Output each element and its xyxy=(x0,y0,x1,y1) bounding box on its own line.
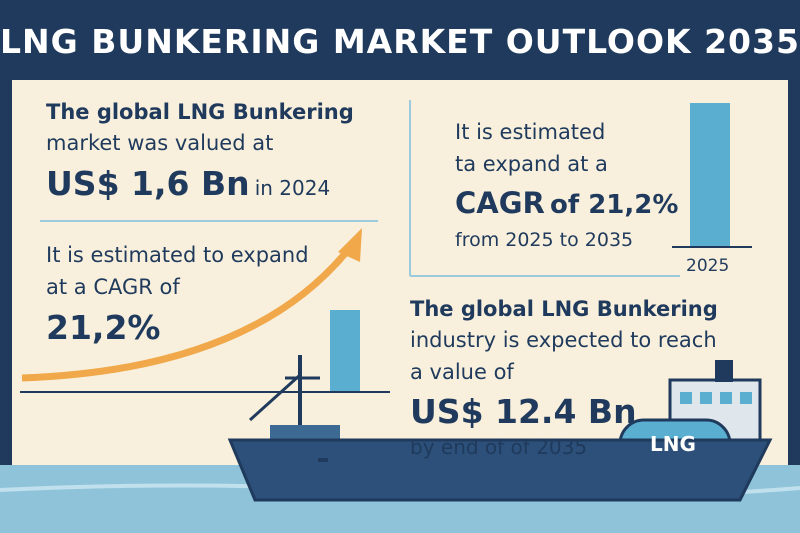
text: in 2024 xyxy=(254,176,331,200)
text: by end of of 2035 xyxy=(410,435,588,459)
value: 21,2% xyxy=(46,308,161,347)
text: ta expand at a xyxy=(455,152,608,176)
text: The global LNG Bunkering xyxy=(46,100,354,124)
value: CAGR xyxy=(455,186,545,220)
tank-label: LNG xyxy=(650,432,696,456)
title: LNG BUNKERING MARKET OUTLOOK 2035 xyxy=(0,22,800,61)
ship xyxy=(227,355,773,502)
arrow-head xyxy=(338,228,362,262)
text: The global LNG Bunkering xyxy=(410,297,718,321)
text: It is estimated to expand xyxy=(46,243,309,267)
bar xyxy=(330,310,360,392)
text: a value of xyxy=(410,360,514,384)
value: US$ 1,6 Bn xyxy=(46,164,250,203)
text: industry is expected to reach xyxy=(410,328,717,352)
bar-label: 2025 xyxy=(686,256,730,276)
trend-arrow xyxy=(21,247,351,382)
text: from 2025 to 2035 xyxy=(455,229,634,251)
bar xyxy=(690,103,730,247)
text: CAGR of 21,2% xyxy=(455,186,678,220)
value: US$ 12.4 Bn xyxy=(410,392,637,431)
text: at a CAGR of xyxy=(46,275,180,299)
text: It is estimated xyxy=(455,120,606,144)
value: of 21,2% xyxy=(549,190,679,220)
text: market was valued at xyxy=(46,131,274,155)
text: US$ 1,6 Bn in 2024 xyxy=(46,164,330,203)
